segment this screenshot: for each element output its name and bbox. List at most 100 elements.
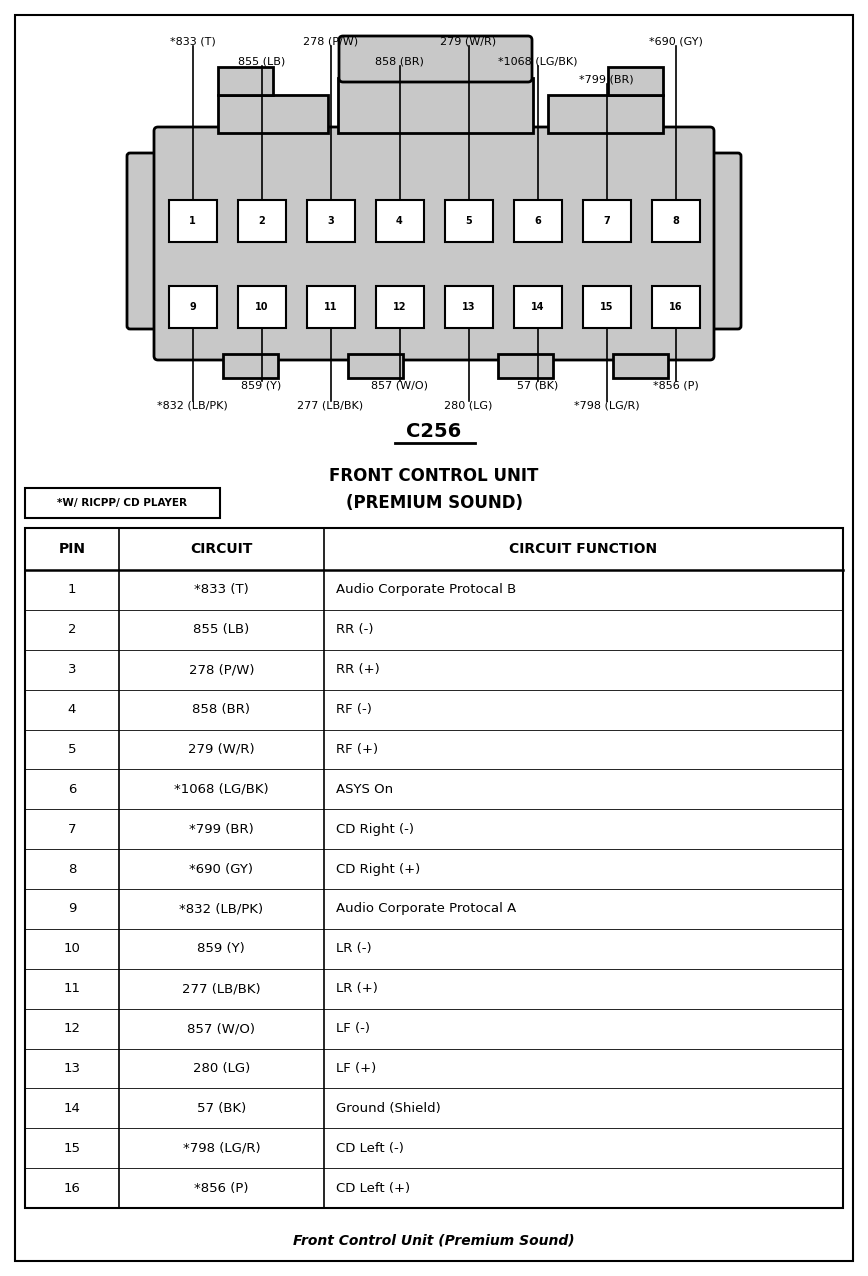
Text: 8: 8 xyxy=(68,863,76,875)
Text: *833 (T): *833 (T) xyxy=(169,36,215,46)
Text: 858 (BR): 858 (BR) xyxy=(193,703,250,716)
Text: *1068 (LG/BK): *1068 (LG/BK) xyxy=(174,782,268,796)
Text: C256: C256 xyxy=(406,422,462,441)
FancyBboxPatch shape xyxy=(339,36,532,82)
Bar xyxy=(168,286,216,328)
Bar xyxy=(306,286,354,328)
Text: 14: 14 xyxy=(63,1101,81,1115)
Text: CD Right (+): CD Right (+) xyxy=(336,863,420,875)
Text: *798 (LG/R): *798 (LG/R) xyxy=(574,401,640,411)
Text: 6: 6 xyxy=(68,782,76,796)
Text: 10: 10 xyxy=(63,942,81,956)
Text: LF (-): LF (-) xyxy=(336,1022,370,1035)
Bar xyxy=(548,94,663,133)
Bar xyxy=(652,286,700,328)
Bar xyxy=(25,487,220,518)
Text: *798 (LG/R): *798 (LG/R) xyxy=(182,1142,260,1155)
Text: CD Right (-): CD Right (-) xyxy=(336,823,413,836)
Text: 11: 11 xyxy=(324,301,338,311)
Text: FRONT CONTROL UNIT: FRONT CONTROL UNIT xyxy=(329,467,539,485)
Text: 2: 2 xyxy=(258,216,265,226)
Text: 7: 7 xyxy=(603,216,610,226)
Text: 280 (LG): 280 (LG) xyxy=(444,401,493,411)
Bar xyxy=(613,353,668,378)
Text: 1: 1 xyxy=(68,583,76,596)
Text: 280 (LG): 280 (LG) xyxy=(193,1062,250,1074)
Text: 1: 1 xyxy=(189,216,196,226)
Text: 57 (BK): 57 (BK) xyxy=(197,1101,246,1115)
Bar xyxy=(376,286,424,328)
Bar xyxy=(652,200,700,242)
Bar xyxy=(168,200,216,242)
Bar xyxy=(514,286,562,328)
Bar xyxy=(514,200,562,242)
Text: *W/ RICPP/ CD PLAYER: *W/ RICPP/ CD PLAYER xyxy=(57,498,187,508)
Text: 57 (BK): 57 (BK) xyxy=(516,382,558,390)
Text: RF (+): RF (+) xyxy=(336,743,378,755)
Text: (PREMIUM SOUND): (PREMIUM SOUND) xyxy=(345,494,523,512)
Text: CD Left (-): CD Left (-) xyxy=(336,1142,404,1155)
Text: RR (-): RR (-) xyxy=(336,623,373,637)
Text: 277 (LB/BK): 277 (LB/BK) xyxy=(182,983,260,995)
Text: 278 (P/W): 278 (P/W) xyxy=(188,664,254,676)
Text: *856 (P): *856 (P) xyxy=(194,1182,248,1194)
Text: CD Left (+): CD Left (+) xyxy=(336,1182,410,1194)
Text: *799 (BR): *799 (BR) xyxy=(579,74,634,84)
Text: 7: 7 xyxy=(68,823,76,836)
Text: 4: 4 xyxy=(68,703,76,716)
Text: 15: 15 xyxy=(63,1142,81,1155)
Text: 12: 12 xyxy=(63,1022,81,1035)
Text: *690 (GY): *690 (GY) xyxy=(648,36,702,46)
Text: *799 (BR): *799 (BR) xyxy=(189,823,253,836)
Text: 10: 10 xyxy=(254,301,268,311)
Text: Audio Corporate Protocal A: Audio Corporate Protocal A xyxy=(336,902,516,915)
Text: *1068 (LG/BK): *1068 (LG/BK) xyxy=(497,56,577,66)
Text: 857 (W/O): 857 (W/O) xyxy=(187,1022,255,1035)
Text: 13: 13 xyxy=(462,301,476,311)
Text: *690 (GY): *690 (GY) xyxy=(189,863,253,875)
Text: 279 (W/R): 279 (W/R) xyxy=(188,743,254,755)
Text: 5: 5 xyxy=(68,743,76,755)
Bar xyxy=(238,286,286,328)
Text: 2: 2 xyxy=(68,623,76,637)
Text: Audio Corporate Protocal B: Audio Corporate Protocal B xyxy=(336,583,516,596)
Text: Ground (Shield): Ground (Shield) xyxy=(336,1101,440,1115)
Text: 15: 15 xyxy=(600,301,614,311)
Text: 4: 4 xyxy=(396,216,403,226)
Text: 8: 8 xyxy=(672,216,679,226)
Bar xyxy=(582,200,630,242)
Text: 5: 5 xyxy=(465,216,472,226)
Bar xyxy=(223,353,278,378)
Text: *856 (P): *856 (P) xyxy=(653,382,699,390)
Text: RR (+): RR (+) xyxy=(336,664,379,676)
Bar xyxy=(498,353,553,378)
Text: Front Control Unit (Premium Sound): Front Control Unit (Premium Sound) xyxy=(293,1234,575,1248)
Text: 12: 12 xyxy=(392,301,406,311)
Text: 9: 9 xyxy=(189,301,196,311)
Text: LR (-): LR (-) xyxy=(336,942,372,956)
FancyBboxPatch shape xyxy=(700,153,741,329)
Text: LF (+): LF (+) xyxy=(336,1062,376,1074)
Bar xyxy=(582,286,630,328)
Bar xyxy=(338,78,533,133)
Bar xyxy=(25,528,843,1208)
Text: 859 (Y): 859 (Y) xyxy=(197,942,245,956)
Bar xyxy=(218,94,328,133)
Text: PIN: PIN xyxy=(58,542,86,556)
Text: *832 (LB/PK): *832 (LB/PK) xyxy=(180,902,263,915)
Text: RF (-): RF (-) xyxy=(336,703,372,716)
Text: 3: 3 xyxy=(68,664,76,676)
Bar xyxy=(238,200,286,242)
Text: 13: 13 xyxy=(63,1062,81,1074)
Text: *832 (LB/PK): *832 (LB/PK) xyxy=(157,401,228,411)
Text: 277 (LB/BK): 277 (LB/BK) xyxy=(298,401,364,411)
Text: 278 (P/W): 278 (P/W) xyxy=(303,36,358,46)
Text: 859 (Y): 859 (Y) xyxy=(241,382,281,390)
Bar xyxy=(608,68,663,94)
Text: 855 (LB): 855 (LB) xyxy=(238,56,285,66)
Text: 14: 14 xyxy=(530,301,544,311)
Bar xyxy=(348,353,403,378)
Text: 858 (BR): 858 (BR) xyxy=(375,56,424,66)
Bar xyxy=(306,200,354,242)
Text: 3: 3 xyxy=(327,216,334,226)
